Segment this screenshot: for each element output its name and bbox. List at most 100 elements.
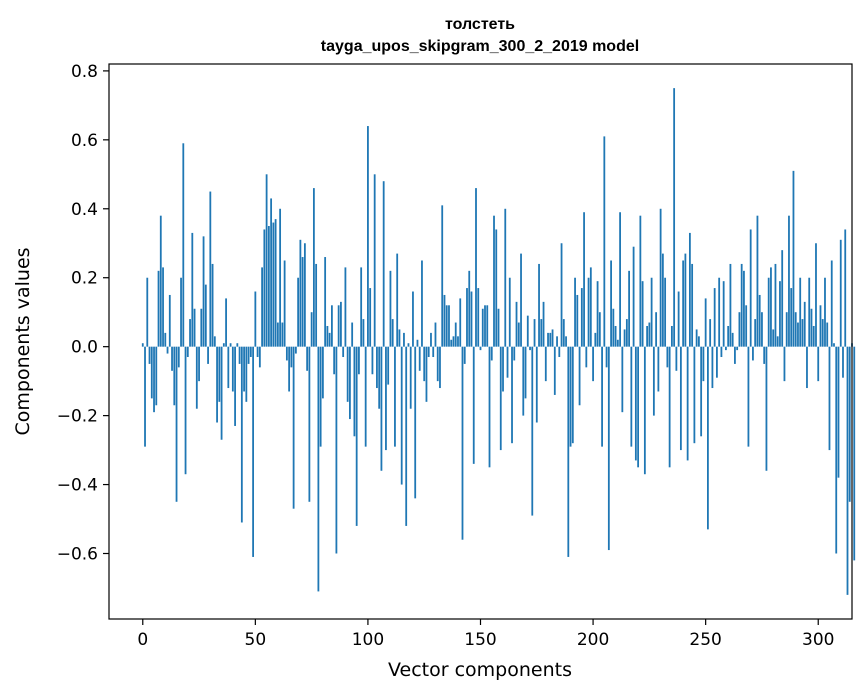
bar bbox=[727, 325, 730, 347]
bar bbox=[421, 260, 423, 347]
bar bbox=[457, 336, 459, 347]
bar bbox=[709, 319, 712, 347]
bar bbox=[317, 346, 320, 592]
bar bbox=[218, 346, 221, 402]
bar bbox=[781, 250, 784, 347]
bar bbox=[369, 288, 372, 347]
x-tick-label: 250 bbox=[689, 630, 721, 650]
bar bbox=[761, 312, 763, 347]
bar bbox=[499, 346, 502, 451]
bar bbox=[418, 346, 421, 371]
y-tick-label: 0.6 bbox=[71, 131, 98, 151]
bar bbox=[619, 212, 621, 347]
bar bbox=[481, 308, 484, 347]
bar bbox=[484, 305, 486, 347]
bar bbox=[594, 332, 597, 347]
bar bbox=[204, 284, 207, 347]
bar bbox=[319, 346, 322, 447]
bar bbox=[459, 298, 462, 347]
bar bbox=[574, 277, 576, 347]
bar bbox=[508, 277, 511, 347]
bar bbox=[569, 346, 572, 447]
bar bbox=[716, 346, 718, 378]
bar bbox=[661, 253, 664, 347]
bar bbox=[718, 277, 721, 347]
bar bbox=[355, 346, 358, 526]
bar bbox=[603, 136, 606, 347]
bar bbox=[353, 346, 356, 437]
bar bbox=[824, 277, 826, 347]
bar bbox=[472, 346, 475, 464]
bar bbox=[657, 346, 660, 392]
bar bbox=[776, 336, 779, 347]
bar bbox=[664, 277, 667, 347]
bar bbox=[711, 346, 714, 389]
bar bbox=[391, 319, 394, 347]
bar bbox=[668, 346, 671, 468]
bar bbox=[256, 346, 259, 358]
y-axis-label: Components values bbox=[12, 247, 34, 435]
bar bbox=[722, 281, 725, 347]
bar bbox=[299, 239, 302, 347]
bar bbox=[488, 346, 491, 468]
bar bbox=[400, 346, 403, 485]
bar bbox=[756, 215, 759, 347]
bar bbox=[328, 332, 331, 347]
x-tick-label: 200 bbox=[577, 630, 609, 650]
bar bbox=[686, 346, 689, 461]
bar bbox=[274, 219, 277, 347]
y-tick-label: −0.6 bbox=[57, 545, 98, 565]
bar bbox=[738, 312, 741, 347]
bar bbox=[830, 260, 833, 347]
bar bbox=[506, 346, 509, 378]
bar bbox=[799, 277, 802, 347]
bar bbox=[301, 257, 304, 347]
bar bbox=[610, 260, 612, 347]
bar bbox=[144, 346, 146, 447]
bar bbox=[720, 346, 723, 358]
bar bbox=[567, 346, 570, 557]
bar bbox=[216, 346, 218, 423]
bar bbox=[294, 346, 297, 354]
bar bbox=[344, 267, 347, 347]
bar bbox=[740, 263, 743, 347]
bar bbox=[312, 188, 315, 347]
bar bbox=[186, 346, 189, 358]
bar bbox=[157, 270, 160, 347]
bar bbox=[749, 229, 752, 347]
bar bbox=[234, 346, 236, 426]
bar bbox=[466, 288, 468, 347]
bar bbox=[576, 294, 579, 347]
bar bbox=[639, 215, 642, 347]
bar bbox=[441, 205, 444, 347]
bar bbox=[788, 215, 790, 347]
bar bbox=[195, 346, 198, 409]
bar bbox=[821, 319, 824, 347]
bar bbox=[364, 346, 367, 447]
bar bbox=[184, 346, 187, 475]
bar bbox=[547, 332, 549, 347]
bar bbox=[596, 281, 599, 347]
bar bbox=[754, 319, 757, 347]
chart-title-line1: толстеть bbox=[445, 16, 515, 33]
bar bbox=[177, 346, 180, 368]
bar bbox=[682, 260, 685, 347]
bar bbox=[416, 339, 419, 347]
bar bbox=[225, 298, 227, 347]
bar bbox=[551, 329, 554, 347]
bar bbox=[513, 346, 516, 361]
bar bbox=[517, 322, 520, 347]
bar bbox=[175, 346, 178, 502]
bar bbox=[632, 246, 635, 347]
bar bbox=[511, 346, 513, 444]
bar bbox=[387, 346, 390, 385]
bar bbox=[240, 346, 243, 523]
bar bbox=[679, 346, 682, 451]
bar bbox=[463, 346, 466, 364]
y-axis-ticks: −0.6 −0.4 −0.2 0.0 0.2 0.4 0.6 0.8 bbox=[57, 62, 109, 565]
bar bbox=[526, 315, 529, 347]
bar bbox=[448, 305, 450, 347]
bar bbox=[412, 291, 414, 347]
bar bbox=[729, 263, 732, 347]
bar bbox=[529, 346, 531, 351]
